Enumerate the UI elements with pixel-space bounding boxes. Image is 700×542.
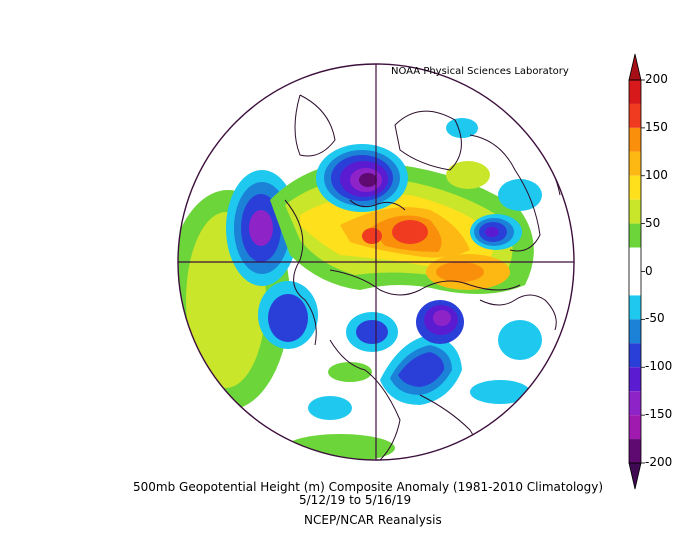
siberian-ridge-core [436,262,484,282]
map-boundary-circle [177,63,575,461]
atlantic-low-ring2 [398,352,445,387]
europe-positive [446,161,490,189]
colorbar-bin [629,175,641,200]
colorbar-under-triangle [628,462,642,490]
colorbar-tick-label: 100 [645,167,668,182]
colorbar-bin [629,295,641,320]
colorbar-bin [629,319,641,344]
greenland-low-core [359,173,377,187]
hudson-low-core [356,320,388,344]
coastline-segment [329,339,401,460]
colorbar-tick-label: 200 [645,72,668,86]
coastline-segment [479,294,557,331]
anomaly-field [178,118,542,460]
colorbar-bin [629,367,641,392]
coastline-segment [329,269,521,296]
aleutian-negative-anomaly-core [249,210,273,246]
figure-title: 500mb Geopotential Height (m) Composite … [133,480,604,494]
colorbar-bin [629,151,641,176]
colorbar-tick-label: -200 [645,455,673,469]
coastline-segment [294,94,336,157]
colorbar-tick-label: -50 [645,311,665,326]
mid-positive-spot [328,362,372,382]
colorbar-bin [629,415,641,440]
asia-negative-outer [498,179,542,211]
coastline-segment [394,110,462,171]
colorbar-bin [629,247,641,296]
north-pacific-east-negative [498,320,542,360]
east-asia-negative-core [485,227,499,237]
colorbar-bin [629,199,641,224]
south-positive-band [285,434,395,460]
colorbar-tick-label: 50 [645,215,661,230]
colorbar-tick-label: -150 [645,407,673,422]
southeast-negative [470,380,530,404]
southwest-negative [308,396,352,420]
coastline-segment [349,199,406,211]
central-ridge-red [392,220,428,244]
colorbar-bin [629,80,641,104]
alaska-gulf-negative-core [268,294,308,342]
arctic-ridge-red [362,228,382,244]
colorbar [628,53,645,490]
colorbar-tick-label: -100 [645,359,673,374]
colorbar-tick-label: 150 [645,119,668,134]
coastline-segment [284,199,317,346]
dataset-label: NCEP/NCAR Reanalysis [304,513,442,527]
coastlines [284,94,561,460]
date-range: 5/12/19 to 5/16/19 [299,493,412,507]
colorbar-bin [629,439,641,463]
colorbar-bin [629,127,641,152]
colorbar-bin [629,223,641,248]
colorbar-tick-label: 0 [645,263,653,278]
source-credit: NOAA Physical Sciences Laboratory [391,66,569,77]
colorbar-bin [629,343,641,368]
labrador-low-core [433,310,451,326]
colorbar-over-triangle [628,53,642,81]
north-atlantic-negative [446,118,478,138]
colorbar-bin [629,103,641,128]
colorbar-bin [629,391,641,416]
coastline-segment [469,134,541,252]
